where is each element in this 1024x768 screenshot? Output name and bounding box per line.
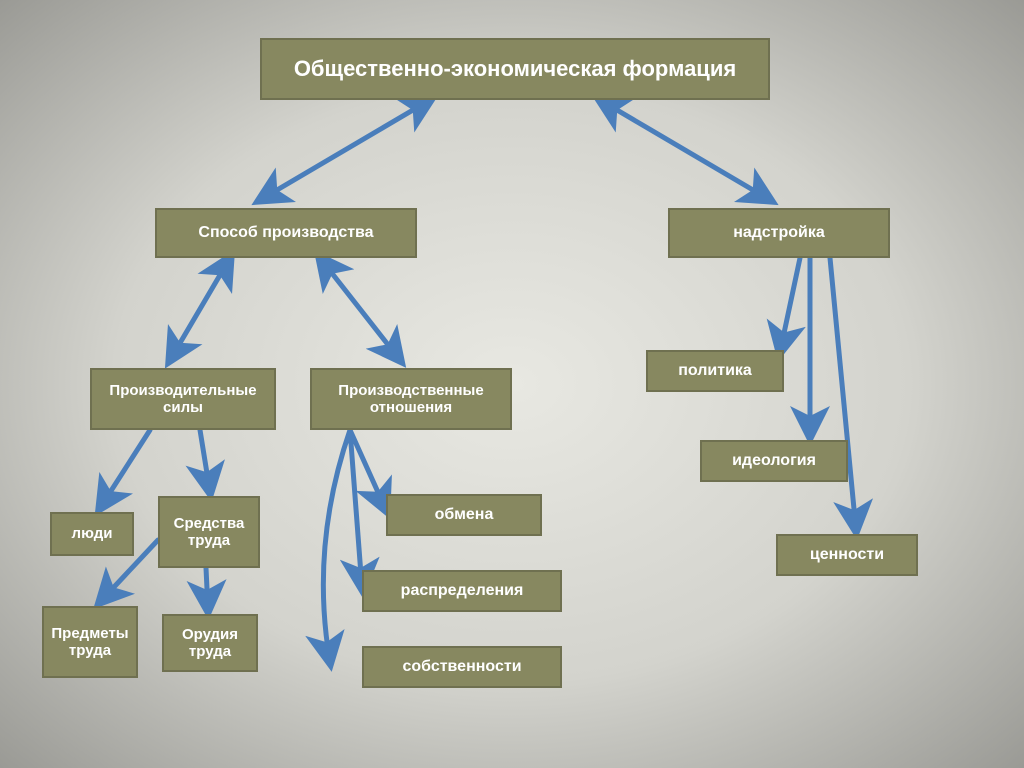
edge-9 <box>350 430 386 510</box>
edge-5 <box>200 430 210 492</box>
edge-13 <box>830 258 856 530</box>
diagram-canvas: Общественно-экономическая формация Способ… <box>0 0 1024 768</box>
node-exchange: обмена <box>386 494 542 536</box>
edge-8 <box>323 430 350 662</box>
node-politics: политика <box>646 350 784 392</box>
edge-11 <box>780 258 800 352</box>
node-tools: Орудия труда <box>162 614 258 672</box>
edge-2 <box>170 258 230 360</box>
node-means: Средства труда <box>158 496 260 568</box>
edge-3 <box>320 258 400 360</box>
node-people: люди <box>50 512 134 556</box>
edge-4 <box>100 430 150 508</box>
node-relations: Производственные отношения <box>310 368 512 430</box>
node-values: ценности <box>776 534 918 576</box>
edge-0 <box>260 100 430 200</box>
node-property: собственности <box>362 646 562 688</box>
node-forces: Производительные силы <box>90 368 276 430</box>
edge-7 <box>206 568 208 610</box>
node-root: Общественно-экономическая формация <box>260 38 770 100</box>
node-production: Способ производства <box>155 208 417 258</box>
node-ideology: идеология <box>700 440 848 482</box>
node-objects: Предметы труда <box>42 606 138 678</box>
edge-1 <box>600 100 770 200</box>
edge-10 <box>350 430 362 588</box>
node-superstruct: надстройка <box>668 208 890 258</box>
node-distrib: распределения <box>362 570 562 612</box>
